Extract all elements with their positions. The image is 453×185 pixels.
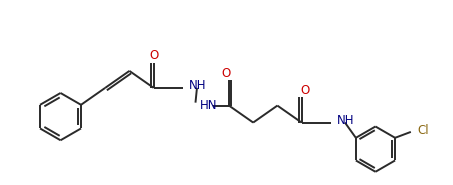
Text: Cl: Cl — [418, 125, 429, 137]
Text: O: O — [300, 84, 309, 97]
Text: O: O — [149, 49, 158, 62]
Text: NH: NH — [189, 79, 207, 92]
Text: NH: NH — [337, 114, 355, 127]
Text: HN: HN — [199, 99, 217, 112]
Text: O: O — [222, 67, 231, 80]
